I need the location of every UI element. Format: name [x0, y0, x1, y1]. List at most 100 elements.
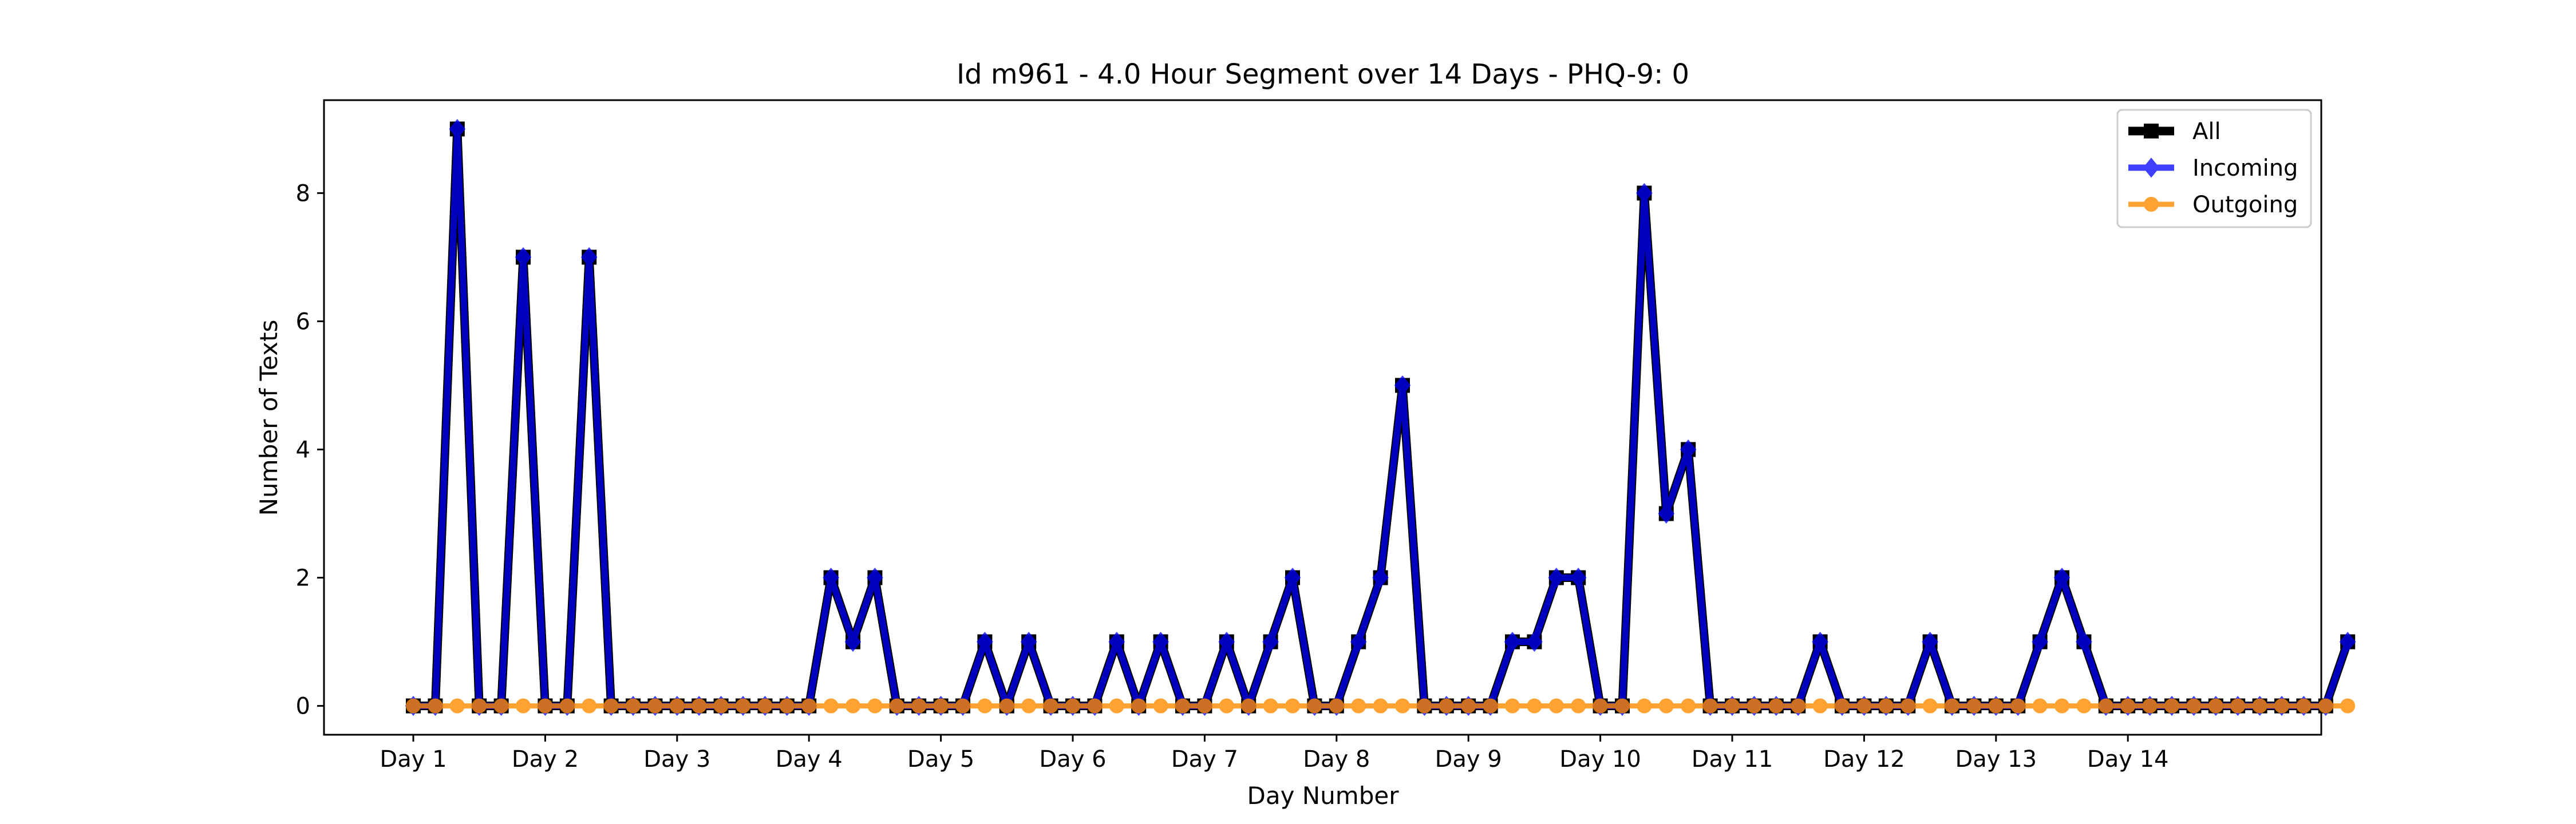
data-point-outgoing [1571, 698, 1586, 714]
legend-marker-incoming [2143, 157, 2160, 178]
data-point-incoming [1548, 568, 1565, 588]
data-point-outgoing [1812, 698, 1828, 714]
data-point-incoming [1372, 568, 1389, 588]
data-point-outgoing [428, 698, 443, 714]
data-point-outgoing [1966, 698, 1982, 714]
data-point-outgoing [449, 698, 465, 714]
data-point-outgoing [493, 698, 509, 714]
data-point-outgoing [1219, 698, 1234, 714]
y-tick-label: 4 [296, 437, 310, 464]
data-point-outgoing [955, 698, 970, 714]
data-point-outgoing [2076, 698, 2092, 714]
data-point-outgoing [2318, 698, 2333, 714]
x-tick-label: Day 7 [1171, 746, 1238, 772]
data-point-outgoing [2274, 698, 2289, 714]
y-axis-label: Number of Texts [255, 320, 283, 516]
data-point-outgoing [1439, 698, 1454, 714]
data-point-outgoing [1395, 698, 1410, 714]
data-point-outgoing [1461, 698, 1476, 714]
data-point-outgoing [582, 698, 597, 714]
data-point-outgoing [977, 698, 993, 714]
data-point-outgoing [1175, 698, 1190, 714]
data-point-outgoing [1593, 698, 1608, 714]
data-point-incoming [2053, 568, 2071, 588]
data-point-outgoing [1725, 698, 1740, 714]
x-tick-label: Day 2 [512, 746, 579, 772]
x-tick-label: Day 11 [1692, 746, 1773, 772]
data-point-outgoing [2120, 698, 2136, 714]
legend-label-incoming: Incoming [2192, 155, 2298, 181]
data-point-outgoing [1637, 698, 1652, 714]
data-point-incoming [2032, 632, 2048, 652]
data-point-outgoing [2340, 698, 2356, 714]
data-point-incoming [580, 247, 598, 267]
data-point-outgoing [2208, 698, 2223, 714]
data-point-incoming [1262, 632, 1279, 652]
data-point-outgoing [801, 698, 817, 714]
data-point-outgoing [647, 698, 663, 714]
chart-title: Id m961 - 4.0 Hour Segment over 14 Days … [957, 58, 1689, 90]
data-point-outgoing [1043, 698, 1058, 714]
data-point-outgoing [1329, 698, 1344, 714]
data-point-outgoing [1768, 698, 1784, 714]
x-tick-label: Day 5 [907, 746, 974, 772]
x-axis-ticks: Day 1 Day 2 Day 3 Day 4 Day 5 Day 6 Day 7 Day 8… [380, 735, 2169, 772]
data-point-outgoing [1901, 698, 1916, 714]
x-tick-label: Day 3 [643, 746, 710, 772]
data-point-outgoing [1483, 698, 1498, 714]
data-point-outgoing [603, 698, 619, 714]
data-point-incoming [867, 568, 883, 588]
data-point-incoming [1284, 568, 1301, 588]
data-point-outgoing [1681, 698, 1696, 714]
legend-swatch-outgoing [2128, 197, 2174, 212]
data-point-outgoing [1878, 698, 1894, 714]
data-point-outgoing [779, 698, 795, 714]
data-point-incoming [1020, 632, 1037, 652]
data-point-incoming [1152, 632, 1169, 652]
legend-box [2116, 109, 2312, 228]
y-axis-ticks: 0 2 4 6 8 [296, 180, 324, 720]
x-tick-label: Day 8 [1303, 746, 1370, 772]
data-point-outgoing [1505, 698, 1520, 714]
x-tick-label: Day 12 [1823, 746, 1905, 772]
data-point-outgoing [538, 698, 553, 714]
data-point-incoming [1570, 568, 1587, 588]
data-point-outgoing [516, 698, 531, 714]
data-point-outgoing [1351, 698, 1366, 714]
legend-marker-outgoing [2144, 197, 2159, 212]
data-point-incoming [1812, 632, 1828, 652]
series-incoming [405, 118, 2356, 716]
data-point-outgoing [692, 698, 707, 714]
data-point-outgoing [2010, 698, 2026, 714]
data-point-outgoing [757, 698, 773, 714]
data-point-outgoing [867, 698, 883, 714]
series-line-all [413, 124, 2352, 711]
data-point-outgoing [1791, 698, 1806, 714]
y-tick-label: 6 [296, 308, 310, 335]
plot-frame [323, 99, 2322, 736]
data-point-outgoing [933, 698, 949, 714]
data-point-outgoing [736, 698, 750, 714]
legend-marker-all [2144, 124, 2159, 138]
legend-swatch-all [2128, 124, 2174, 138]
x-tick-label: Day 13 [1955, 746, 2037, 772]
x-axis-label: Day Number [1247, 782, 1399, 810]
data-point-outgoing [1021, 698, 1037, 714]
data-point-outgoing [1285, 698, 1300, 714]
data-point-incoming [1394, 375, 1411, 396]
data-point-outgoing [2142, 698, 2158, 714]
data-point-incoming [1350, 632, 1367, 652]
data-point-outgoing [1263, 698, 1278, 714]
data-point-outgoing [559, 698, 575, 714]
data-point-outgoing [2230, 698, 2246, 714]
x-tick-label: Day 6 [1039, 746, 1106, 772]
data-point-outgoing [2186, 698, 2202, 714]
data-point-outgoing [713, 698, 729, 714]
data-point-outgoing [1153, 698, 1168, 714]
data-point-incoming [1504, 632, 1521, 652]
data-point-outgoing [2032, 698, 2048, 714]
data-point-outgoing [406, 698, 421, 714]
data-point-outgoing [1835, 698, 1850, 714]
data-point-outgoing [2055, 698, 2069, 714]
